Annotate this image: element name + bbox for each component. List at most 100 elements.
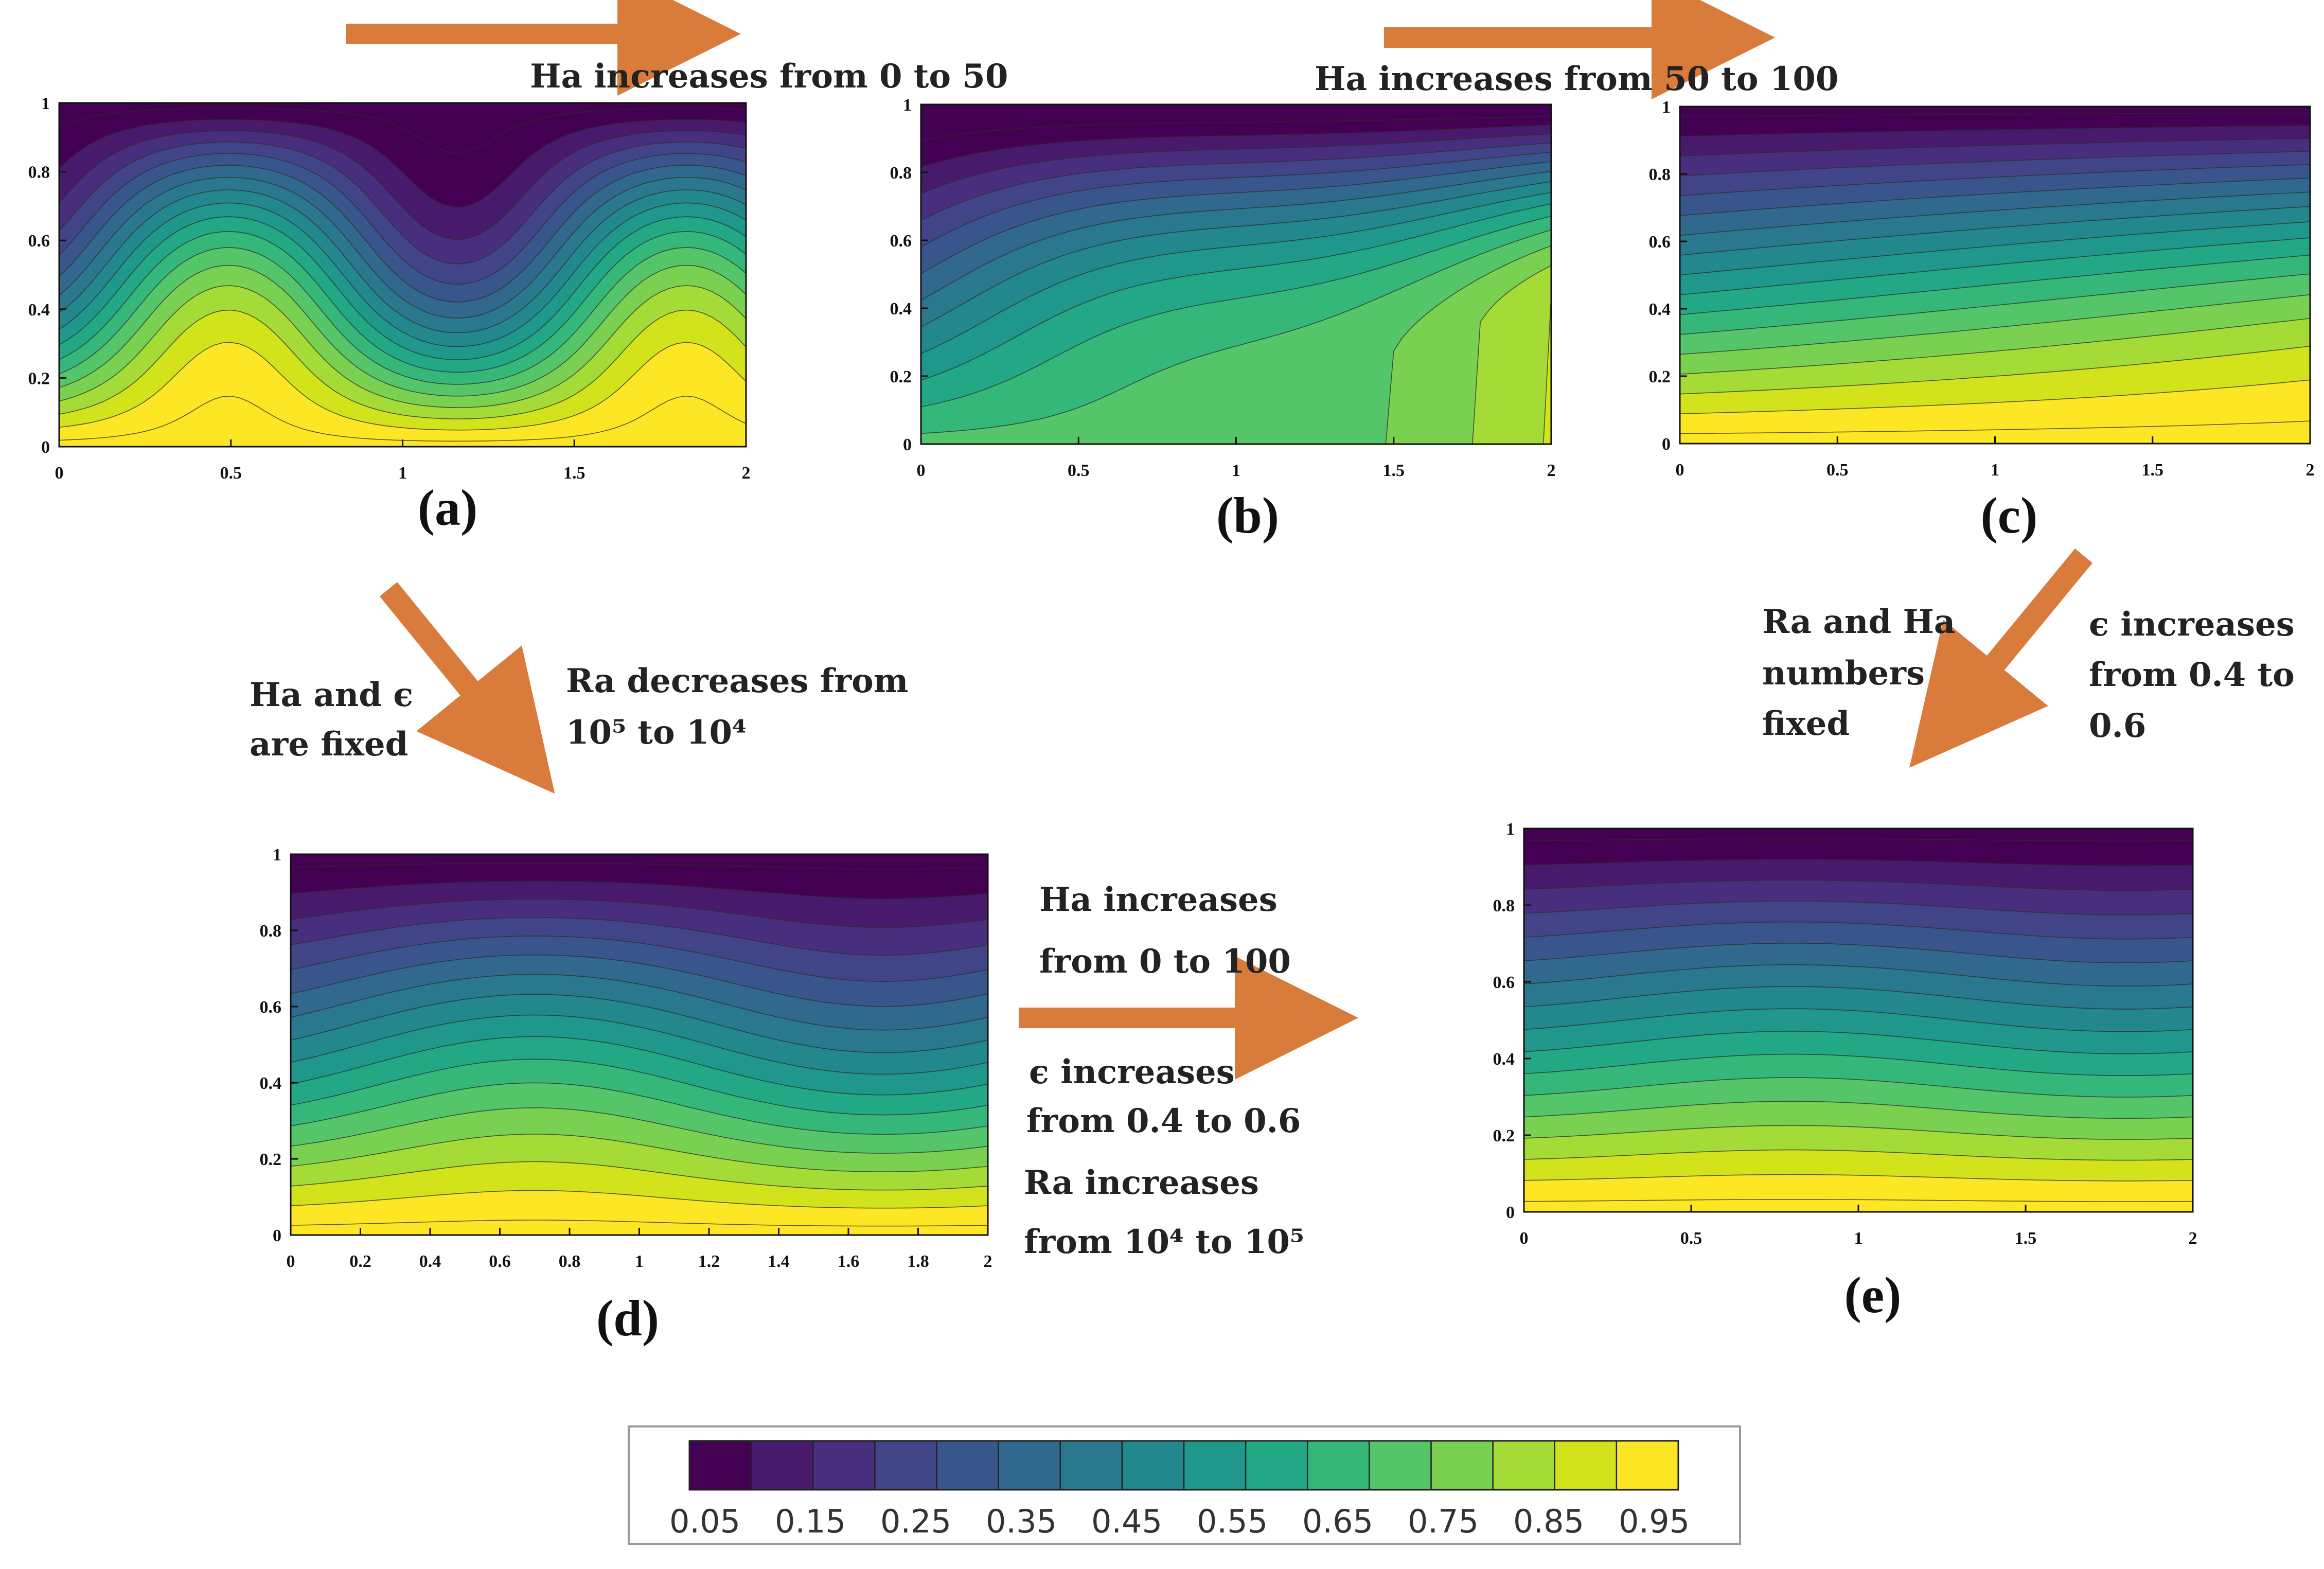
y-tick-label: 0.8	[28, 163, 50, 182]
contour-band	[59, 103, 746, 207]
arrow-a-to-d	[379, 582, 555, 794]
contour-line	[59, 216, 746, 360]
x-tick-label: 1.5	[563, 464, 586, 483]
contour-line	[291, 1220, 988, 1227]
x-tick-label: 0.5	[220, 464, 242, 483]
annotation-mid-4: from 0.4 to 0.6	[1026, 1102, 1301, 1140]
contour-line	[1680, 420, 2310, 434]
contour-line	[1680, 294, 2310, 355]
contour-line	[921, 216, 1551, 408]
colorbar-tick-label: 0.45	[1091, 1503, 1162, 1540]
y-tick-label: 1	[273, 845, 281, 865]
colorbar-swatch	[1431, 1441, 1494, 1490]
contour-line	[921, 161, 1551, 274]
colorbar-swatch	[751, 1441, 814, 1490]
contour-line	[59, 231, 746, 373]
panel-label-d: (d)	[596, 1290, 659, 1347]
x-tick-label: 1.5	[2015, 1229, 2037, 1248]
contour-line	[1680, 346, 2310, 395]
contour-line	[1524, 1053, 2193, 1076]
y-tick-label: 0.6	[1493, 973, 1515, 992]
colorbar-swatch	[1307, 1441, 1370, 1490]
y-tick-label: 1	[1662, 98, 1671, 117]
x-tick-label: 1	[1991, 461, 1999, 480]
x-tick-label: 1	[635, 1252, 644, 1271]
contour-line	[59, 285, 746, 408]
contour-line	[59, 202, 746, 347]
y-tick-label: 0.8	[1493, 896, 1515, 915]
contour-line	[921, 116, 1551, 141]
y-tick-label: 0	[41, 438, 50, 457]
contour-line	[59, 130, 746, 240]
colorbar-tick-label: 0.55	[1197, 1503, 1268, 1540]
contour-line	[1680, 206, 2310, 256]
x-tick-label: 1.5	[2142, 461, 2164, 480]
annotation-eps-3: 0.6	[2089, 707, 2146, 745]
x-tick-label: 1	[1232, 461, 1240, 480]
contour-line	[291, 974, 988, 1031]
annotation-ra-decreases-1: Ra decreases from	[566, 662, 908, 700]
contour-line	[1524, 1031, 2193, 1054]
x-tick-label: 0.5	[1068, 461, 1090, 480]
contour-line	[291, 898, 988, 928]
x-tick-label: 1	[1854, 1229, 1863, 1248]
contour-line	[291, 1134, 988, 1172]
y-tick-label: 0.6	[28, 232, 50, 251]
colorbar-tick-label: 0.15	[775, 1503, 846, 1540]
y-tick-label: 0.4	[260, 1074, 282, 1093]
x-tick-label: 2	[1547, 461, 1556, 480]
contour-line	[1524, 964, 2193, 987]
annotation-left-fixed-2: are fixed	[250, 725, 408, 764]
contour-line	[1524, 943, 2193, 963]
arrow-c-to-e	[1909, 549, 2092, 768]
y-tick-label: 1	[41, 94, 50, 113]
colorbar-swatch	[813, 1441, 876, 1490]
colorbar-tick-label: 0.35	[986, 1503, 1057, 1540]
x-tick-label: 1.2	[698, 1252, 720, 1271]
contour-panel-e: 0 0.5 1 1.5 2 0 0.2 0.4 0.6 0.8 1 (e)	[1493, 820, 2197, 1324]
x-tick-label: 0	[1520, 1229, 1529, 1248]
annotation-eps-1: ϵ increases	[2089, 605, 2295, 644]
contour-line	[291, 1014, 988, 1075]
contour-line	[1680, 379, 2310, 414]
contour-line	[1680, 318, 2310, 375]
x-tick-label: 1.5	[1383, 461, 1405, 480]
colorbar-tick-label: 0.95	[1619, 1503, 1690, 1540]
contour-line	[59, 342, 746, 431]
y-tick-label: 0	[1662, 435, 1671, 454]
x-tick-label: 0	[917, 461, 926, 480]
annotation-mid-5: Ra increases	[1024, 1163, 1259, 1202]
contour-line	[921, 151, 1551, 248]
y-tick-label: 0	[1506, 1203, 1515, 1222]
panel-label-a: (a)	[418, 479, 478, 536]
contour-band	[1524, 828, 2193, 841]
contour-line	[1680, 237, 2310, 295]
contour-line	[1524, 986, 2193, 1010]
y-tick-label: 0	[273, 1226, 281, 1245]
annotation-eps-2: from 0.4 to	[2089, 656, 2295, 694]
y-tick-label: 0.2	[1649, 367, 1671, 386]
annotation-right-fixed-2: numbers	[1762, 654, 1925, 693]
contour-line	[291, 936, 988, 982]
contour-line	[1680, 164, 2310, 197]
x-tick-label: 0.8	[559, 1252, 581, 1271]
x-tick-label: 2	[2306, 461, 2315, 480]
y-tick-label: 0.2	[1493, 1126, 1515, 1145]
y-tick-label: 0.6	[890, 232, 912, 251]
y-tick-label: 0.2	[28, 369, 50, 388]
contour-line	[1524, 901, 2193, 915]
contour-line	[921, 230, 1551, 434]
colorbar-swatch	[1369, 1441, 1432, 1490]
x-tick-label: 0.4	[419, 1252, 441, 1271]
contour-line	[921, 171, 1551, 301]
y-tick-label: 0.8	[260, 922, 282, 941]
contour-line	[291, 1161, 988, 1191]
y-tick-label: 1	[1506, 820, 1515, 839]
colorbar-swatch	[875, 1441, 937, 1490]
contour-line	[291, 1107, 988, 1154]
contour-line	[59, 153, 746, 285]
contour-line	[1680, 191, 2310, 236]
x-tick-label: 0.5	[1680, 1229, 1702, 1248]
contour-line	[1680, 273, 2310, 335]
annotation-mid-2: from 0 to 100	[1039, 942, 1291, 981]
